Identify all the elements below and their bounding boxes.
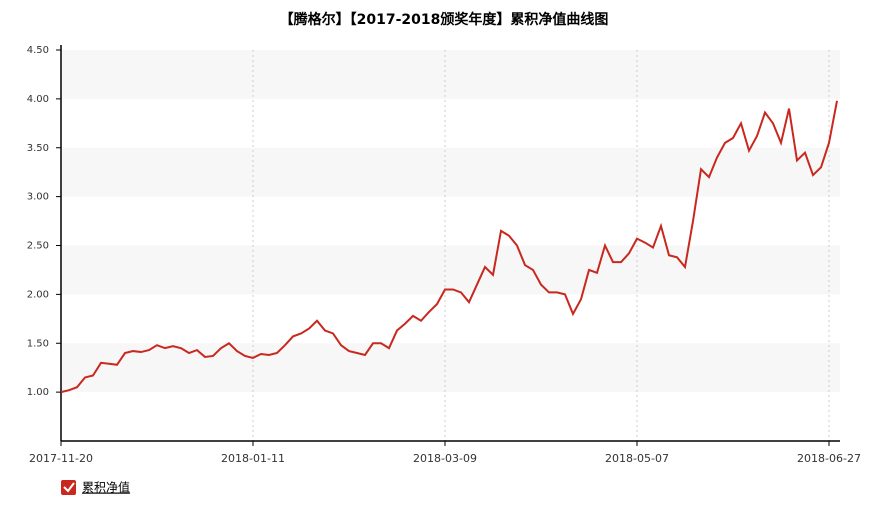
band [61,343,840,393]
x-tick-label: 2018-05-07 [605,452,669,465]
y-tick-label: 1.50 [27,338,49,349]
x-tick-label: 2018-03-09 [413,452,477,465]
y-tick-label: 4.00 [27,94,49,105]
x-tick-label: 2018-01-11 [221,452,285,465]
y-tick-label: 3.50 [27,143,49,154]
legend-check [63,482,75,493]
band [61,147,840,197]
chart-title: 【腾格尔】【2017-2018颁奖年度】累积净值曲线图 [280,11,609,28]
x-tick-label: 2018-06-27 [797,452,861,465]
y-tick-label: 2.00 [27,289,49,300]
band [61,50,840,99]
legend-label: 累积净值 [82,480,130,495]
band [61,245,840,295]
legend-checkbox [61,480,76,495]
x-tick-label: 2017-11-20 [29,452,93,465]
y-tick-label: 2.50 [27,241,49,252]
y-tick-label: 4.50 [27,45,49,56]
y-tick-label: 3.00 [27,192,49,203]
line [60,100,838,394]
y-tick-label: 1.00 [27,387,49,398]
